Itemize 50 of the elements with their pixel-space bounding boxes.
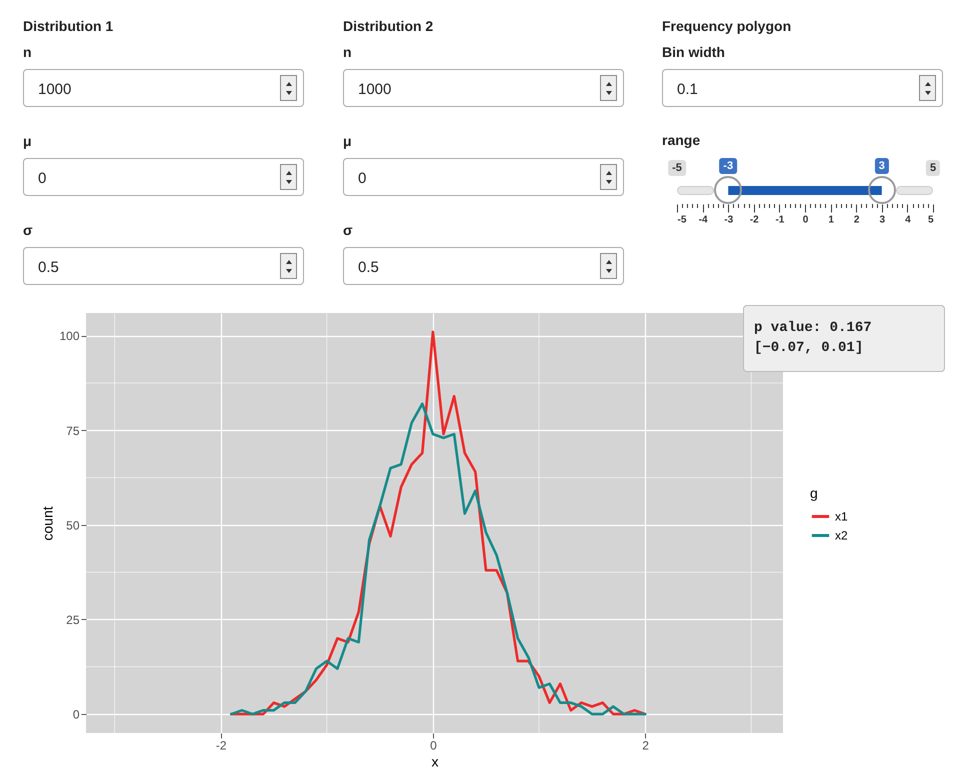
x-tick-label: -4: [698, 214, 708, 226]
x-tick-label: 0: [430, 738, 438, 752]
text: n: [23, 44, 32, 60]
x-tick-label: 1: [828, 214, 834, 226]
p-value-tooltip: p value: 0.167 [−0.07, 0.01]: [743, 305, 945, 372]
legend-label: x1: [835, 510, 848, 524]
text: Frequency polygon: [662, 18, 792, 34]
text: μ: [343, 133, 352, 149]
text: 0.1: [662, 69, 943, 107]
text: 0.5: [343, 247, 624, 285]
text: σ: [343, 222, 353, 238]
x-tick-label: -3: [724, 214, 734, 226]
x-tick-label: 5: [928, 214, 934, 226]
text: 0.5: [23, 247, 304, 285]
text: 3: [874, 158, 889, 174]
y-tick-label: 100: [59, 329, 80, 344]
x-tick-label: 2: [854, 214, 860, 226]
text: σ: [23, 222, 33, 238]
annotation: [−0.07, 0.01]: [754, 339, 864, 358]
text: 0: [343, 158, 624, 196]
y-tick-label: 0: [72, 708, 80, 722]
text: Bin width: [662, 44, 725, 60]
text: -3: [719, 158, 738, 174]
x-tick-label: -2: [750, 214, 760, 226]
y-tick-label: 75: [66, 424, 80, 438]
x-tick-label: -5: [678, 214, 687, 226]
x-tick-label: 3: [880, 214, 886, 226]
legend-label: x2: [835, 528, 848, 542]
x-tick-label: 2: [642, 738, 650, 752]
x-tick-label: -1: [775, 214, 785, 226]
y-tick-label: 25: [66, 612, 80, 627]
x-tick-label: -2: [216, 738, 227, 752]
y-axis-title: count: [39, 506, 56, 541]
legend-title: g: [810, 485, 818, 501]
text: n: [343, 44, 352, 60]
x-tick-label: 4: [905, 214, 912, 226]
text: Distribution 2: [343, 18, 434, 34]
text: 5: [926, 160, 940, 176]
text: 0: [23, 158, 304, 196]
text: 1000: [343, 69, 624, 107]
text: Distribution 1: [23, 18, 114, 34]
text: 1000: [23, 69, 304, 107]
y-tick-label: 50: [66, 518, 80, 532]
text: -5: [668, 160, 686, 176]
x-tick-label: 0: [802, 214, 809, 226]
annotation: p value: 0.167: [754, 319, 873, 338]
line-series: [230, 402, 646, 716]
x-axis-title: x: [432, 754, 438, 770]
text: μ: [23, 133, 32, 149]
chart-title: range: [662, 132, 700, 148]
